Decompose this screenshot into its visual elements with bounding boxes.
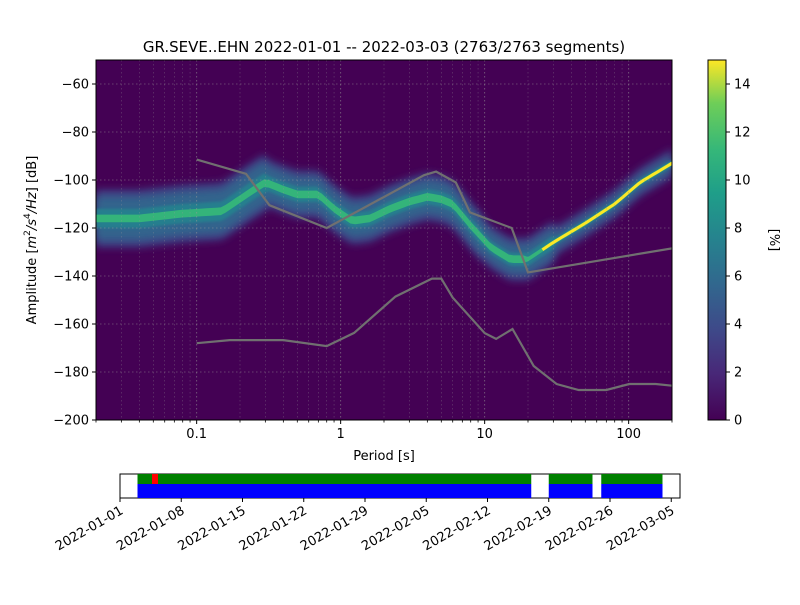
noise-model-layer	[196, 158, 672, 392]
y-axis-label-sup1: 2	[23, 230, 33, 236]
colorbar-label: [%]	[766, 229, 781, 252]
grid	[96, 60, 672, 420]
y-tick-label: −140	[53, 270, 89, 285]
low-noise-model-line	[196, 277, 672, 392]
y-axis: −60 −80 −100 −120 −140 −160 −180 −200	[53, 78, 96, 429]
timeline-tick-label: 2022-03-05	[604, 503, 677, 554]
high-noise-model-line	[196, 158, 672, 274]
timeline-used-bar	[548, 474, 593, 484]
y-tick-label: −100	[53, 174, 89, 189]
y-tick-label: −120	[53, 222, 89, 237]
timeline-tick-label: 2022-01-01	[53, 503, 126, 554]
y-axis-label-unit: m	[25, 236, 40, 249]
timeline-tick-label: 2022-02-12	[421, 503, 494, 554]
timeline-data-bar	[137, 484, 532, 498]
timeline-coverage	[137, 474, 663, 498]
colorbar-tick-label: 4	[734, 318, 742, 333]
y-axis-label-suffix: ] [dB]	[25, 156, 40, 193]
y-tick-label: −180	[53, 366, 89, 381]
density-peak	[541, 161, 672, 251]
colorbar	[707, 59, 727, 421]
chart-title: GR.SEVE..EHN 2022-01-01 -- 2022-03-03 (2…	[143, 38, 625, 56]
timeline-data-bar	[601, 484, 663, 498]
timeline-tick-label: 2022-02-19	[482, 503, 555, 554]
timeline-tick-label: 2022-01-15	[176, 503, 249, 554]
colorbar-axis: 0 2 4 6 8 10 12 14	[726, 78, 751, 429]
colorbar-tick-label: 2	[734, 366, 742, 381]
colorbar-tick-label: 8	[734, 222, 742, 237]
y-axis-label-mid: /s	[25, 219, 40, 231]
density-core	[96, 161, 672, 263]
y-tick-label: −200	[53, 414, 89, 429]
timeline-axis: 2022-01-012022-01-082022-01-152022-01-22…	[53, 498, 677, 554]
x-axis-label: Period [s]	[353, 449, 415, 464]
y-axis-label-sup2: 4	[23, 213, 33, 219]
x-tick-label: 100	[616, 427, 641, 442]
density-layer	[96, 148, 672, 281]
timeline-tick-label: 2022-02-26	[543, 503, 616, 554]
colorbar-tick-label: 10	[734, 174, 751, 189]
colorbar-tick-label: 0	[734, 414, 742, 429]
y-axis-label-prefix: Amplitude [	[25, 248, 40, 324]
timeline-tick-label: 2022-01-22	[237, 503, 310, 554]
x-tick-label: 1	[337, 427, 345, 442]
x-tick-label: 0.1	[186, 427, 207, 442]
y-tick-label: −80	[62, 126, 89, 141]
colorbar-tick-label: 12	[734, 126, 751, 141]
timeline-gap-marker	[152, 474, 158, 484]
colorbar-tick-label: 6	[734, 270, 742, 285]
colorbar-tick-label: 14	[734, 78, 751, 93]
timeline-tick-label: 2022-01-29	[298, 503, 371, 554]
y-tick-label: −60	[62, 78, 89, 93]
timeline-used-bar	[601, 474, 663, 484]
x-tick-label: 10	[476, 427, 493, 442]
y-tick-label: −160	[53, 318, 89, 333]
timeline-tick-label: 2022-02-05	[359, 503, 432, 554]
y-axis-label-hz: /Hz	[25, 191, 40, 214]
x-axis: 0.1 1 10 100	[95, 420, 673, 442]
timeline-tick-label: 2022-01-08	[114, 503, 187, 554]
y-axis-label: Amplitude [m2/s4/Hz] [dB]	[23, 156, 40, 325]
timeline-used-bar	[137, 474, 532, 484]
timeline-data-bar	[548, 484, 593, 498]
